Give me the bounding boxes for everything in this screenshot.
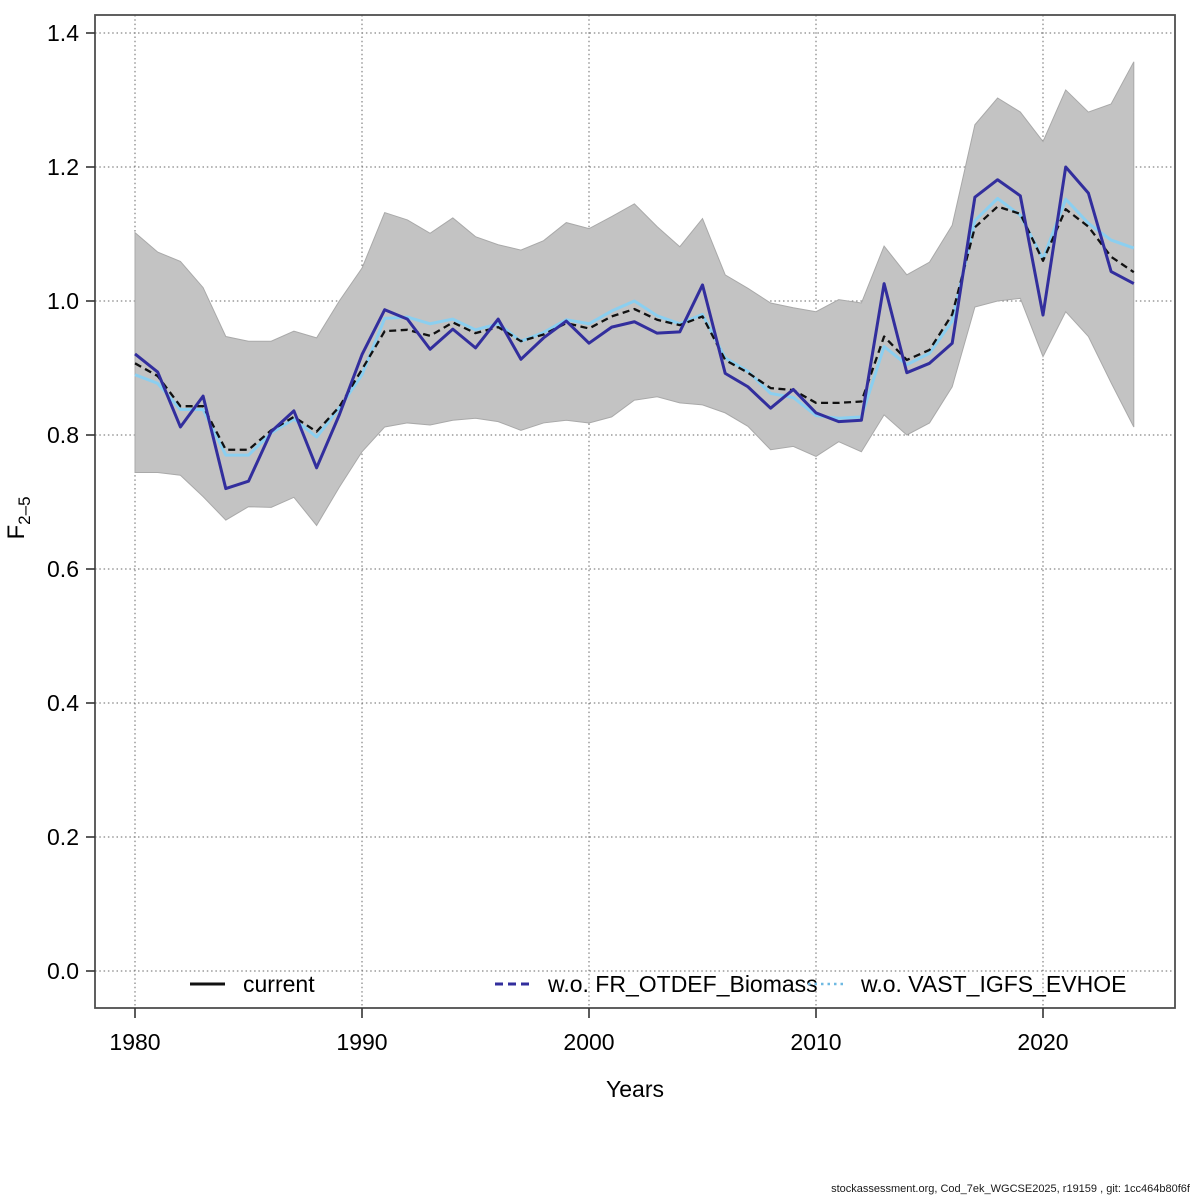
legend-item-current: current [190,971,315,997]
legend-item-wo-fr-otdef-biomass: w.o. FR_OTDEF_Biomass [495,971,818,997]
confidence-band [134,61,1135,527]
y-tick-label: 0.2 [47,824,79,850]
x-tick-label: 1990 [336,1029,387,1055]
legend-label: w.o. VAST_IGFS_EVHOE [860,971,1126,997]
legend-item-wo-vast-igfs-evhoe: w.o. VAST_IGFS_EVHOE [808,971,1126,997]
y-tick-label: 1.4 [47,20,79,46]
x-tick-label: 2010 [790,1029,841,1055]
legend-label: current [243,971,315,997]
legend: current w.o. FR_OTDEF_Biomass w.o. VAST_IG… [190,971,1126,997]
legend-label: w.o. FR_OTDEF_Biomass [547,971,818,997]
series-line-current [134,205,1135,451]
y-tick-label: 0.4 [47,690,79,716]
x-tick-label: 2020 [1017,1029,1068,1055]
axis-ticks [86,32,1044,1018]
y-tick-label: 0.6 [47,556,79,582]
y-tick-label: 0.8 [47,422,79,448]
y-tick-label: 1.2 [47,154,79,180]
footer-attribution: stockassessment.org, Cod_7ek_WGCSE2025, … [831,1183,1190,1195]
x-tick-label: 2000 [563,1029,614,1055]
x-axis-title: Years [606,1076,664,1102]
y-tick-label: 1.0 [47,288,79,314]
plot-border [94,14,1176,1009]
y-tick-label: 0.0 [47,958,79,984]
y-axis-title: F2–5 [3,496,34,539]
series-line-wo-fr-otdef-biomass [134,165,1135,491]
x-tick-label: 1980 [109,1029,160,1055]
